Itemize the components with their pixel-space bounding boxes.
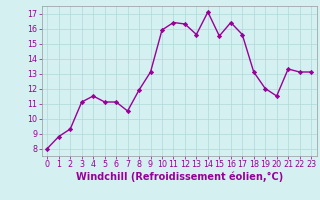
X-axis label: Windchill (Refroidissement éolien,°C): Windchill (Refroidissement éolien,°C) [76,172,283,182]
